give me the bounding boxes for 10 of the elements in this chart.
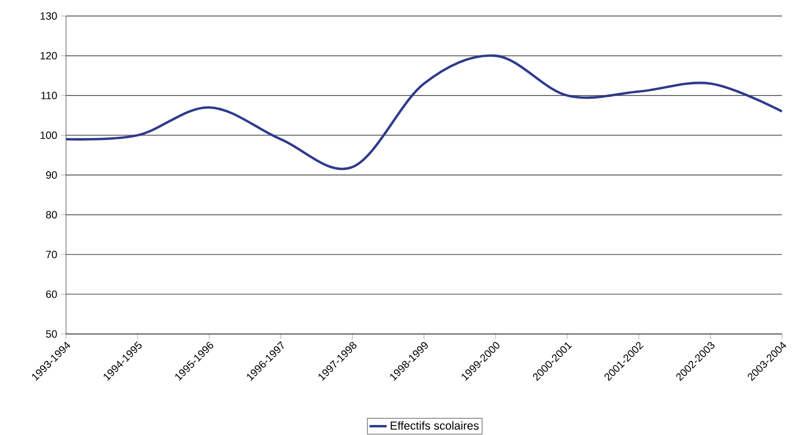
y-tick-label: 70: [46, 250, 57, 258]
y-tick-label: 60: [46, 290, 57, 298]
y-tick-label: 120: [40, 52, 57, 60]
y-tick-label: 50: [46, 330, 57, 338]
y-tick-label: 110: [41, 92, 57, 100]
y-tick-label: 130: [40, 12, 57, 20]
legend-label: Effectifs scolaires: [390, 421, 479, 430]
y-tick-label: 100: [40, 132, 57, 139]
y-tick-label: 80: [46, 211, 57, 218]
y-tick-label: 90: [46, 171, 57, 179]
